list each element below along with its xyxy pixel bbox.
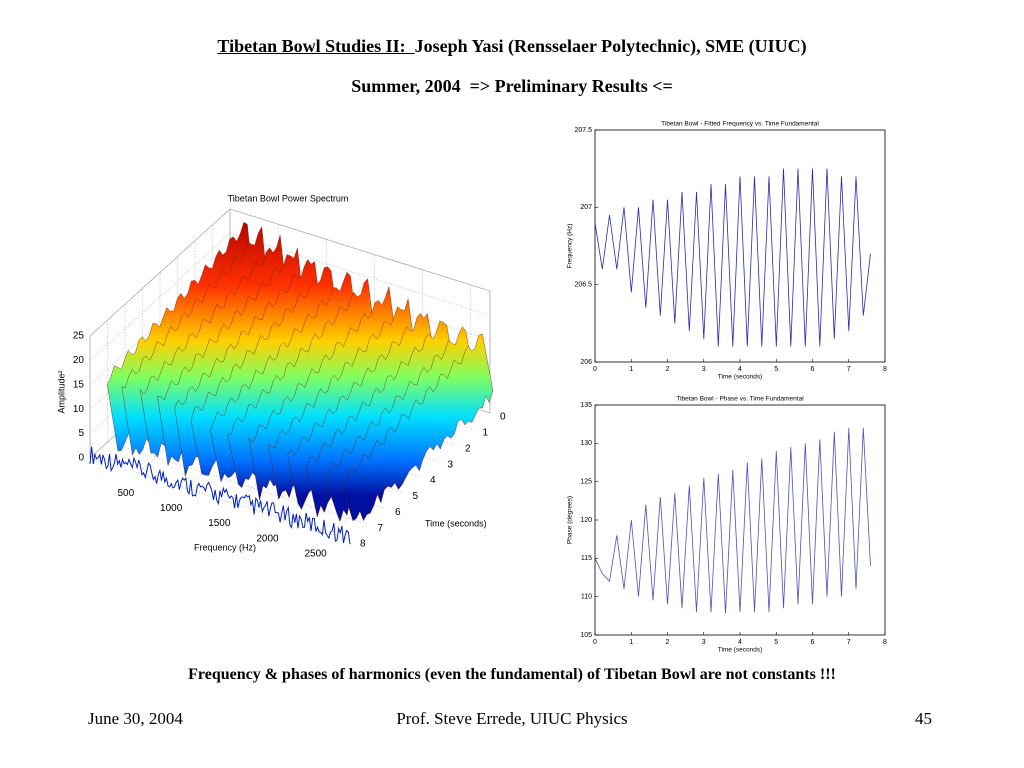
y-tick-label: 5 <box>413 491 419 502</box>
x-tick-label: 3 <box>702 639 706 646</box>
data-line <box>594 168 871 347</box>
x-tick-label: 6 <box>811 366 815 373</box>
x-tick-label: 2500 <box>304 549 327 560</box>
y-tick-label: 207 <box>580 204 592 211</box>
grid-line <box>107 441 368 525</box>
y-tick-label: 206.5 <box>574 282 592 289</box>
chart-title: Tibetan Bowl - Phase vs. Time Fundamenta… <box>676 396 804 403</box>
x-tick-label: 2000 <box>256 533 279 544</box>
grid-line <box>229 233 491 316</box>
z-tick-label: 0 <box>78 453 84 464</box>
caption: Frequency & phases of harmonics (even th… <box>188 666 836 683</box>
slide-title: Tibetan Bowl Studies II: Joseph Yasi (Re… <box>0 36 1024 57</box>
y-tick-label: 207.5 <box>574 127 592 134</box>
y-tick-label: 120 <box>580 517 592 524</box>
y-tick-label: 3 <box>448 459 454 470</box>
x-tick-label: 1 <box>629 366 633 373</box>
y-tick-label: 115 <box>581 555 592 562</box>
y-axis-label: Frequency (Hz) <box>567 224 574 269</box>
footer-author: Prof. Steve Errede, UIUC Physics <box>396 709 628 728</box>
x-tick-label: 500 <box>117 488 134 499</box>
x-tick-label: 6 <box>811 639 815 646</box>
footer-date: June 30, 2004 <box>88 709 183 728</box>
spectrum-surface <box>89 222 494 545</box>
x-tick-label: 1500 <box>208 518 231 529</box>
data-line <box>594 427 871 614</box>
footer-page: 45 <box>915 709 932 728</box>
title-part: Joseph Yasi (Rensselaer Polytechnic), SM… <box>414 36 807 56</box>
x-tick-label: 2 <box>666 639 670 646</box>
z-tick-label: 20 <box>73 355 85 366</box>
y-tick-label: 125 <box>580 479 592 486</box>
z-tick-label: 25 <box>73 331 85 342</box>
x-tick-label: 7 <box>847 639 851 646</box>
ridge <box>342 333 494 522</box>
x-tick-label: 4 <box>738 366 742 373</box>
y-tick-label: 206 <box>580 359 592 366</box>
x-axis-label: Frequency (Hz) <box>194 542 256 552</box>
chart-title: Tibetan Bowl Power Spectrum <box>228 193 349 203</box>
x-tick-label: 3 <box>702 366 706 373</box>
title-part: Tibetan Bowl Studies II: <box>217 36 406 56</box>
plot-frame <box>594 129 886 363</box>
plot-frame <box>594 404 886 636</box>
grid-line <box>89 457 351 541</box>
z-axis-label: Amplitude² <box>56 370 66 413</box>
x-tick-label: 0 <box>593 639 597 646</box>
x-axis-label: Time (seconds) <box>718 374 763 381</box>
x-tick-label: 8 <box>883 639 887 646</box>
y-tick-label: 110 <box>581 594 592 601</box>
x-tick-label: 1000 <box>160 503 183 514</box>
z-tick-label: 15 <box>73 379 85 390</box>
z-tick-label: 10 <box>73 404 85 415</box>
chart-title: Tibetan Bowl - Fitted Frequency vs. Time… <box>661 121 819 128</box>
grid-line <box>229 208 491 292</box>
slide-subtitle: Summer, 2004 => Preliminary Results <= <box>351 76 673 96</box>
x-tick-label: 5 <box>774 366 778 373</box>
y-tick-label: 4 <box>430 475 436 486</box>
x-tick-label: 4 <box>738 639 742 646</box>
x-tick-label: 5 <box>774 639 778 646</box>
y-tick-label: 8 <box>360 539 366 550</box>
y-axis-label: Phase (degrees) <box>567 496 574 544</box>
noise-floor <box>89 446 351 545</box>
y-tick-label: 130 <box>580 440 592 447</box>
y-tick-label: 135 <box>580 402 592 409</box>
z-tick-label: 5 <box>78 428 84 439</box>
y-tick-label: 1 <box>483 428 489 439</box>
y-tick-label: 2 <box>465 443 471 454</box>
x-tick-label: 0 <box>593 366 597 373</box>
x-tick-label: 2 <box>666 366 670 373</box>
y-tick-label: 7 <box>378 523 384 534</box>
x-tick-label: 8 <box>883 366 887 373</box>
x-axis-label: Time (seconds) <box>718 647 763 654</box>
y-tick-label: 0 <box>500 412 506 423</box>
y-axis-label: Time (seconds) <box>425 518 487 528</box>
x-tick-label: 1 <box>629 639 633 646</box>
axis-box <box>89 208 231 337</box>
y-tick-label: 6 <box>395 507 401 518</box>
y-tick-label: 105 <box>580 632 592 639</box>
x-tick-label: 7 <box>847 366 851 373</box>
